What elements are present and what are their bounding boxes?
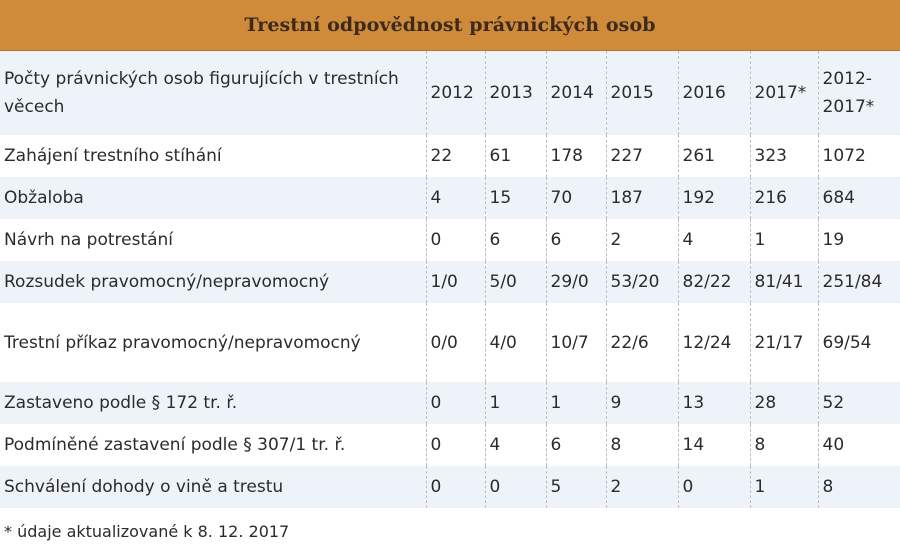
row-value: 251/84 [817, 261, 900, 303]
row-value: 10/7 [545, 303, 606, 382]
header-label: Počty právnických osob figurujících v tr… [0, 51, 426, 135]
table-row: Schválení dohody o vině a trestu 0 0 5 2… [0, 466, 900, 508]
header-year-total: 2012-2017* [817, 51, 900, 135]
row-value: 0 [425, 219, 485, 261]
table-row: Trestní příkaz pravomocný/nepravomocný 0… [0, 303, 900, 382]
row-value: 192 [677, 177, 750, 219]
row-value: 1/0 [425, 261, 485, 303]
row-value: 52 [817, 382, 900, 424]
row-value: 12/24 [677, 303, 750, 382]
row-value: 5 [545, 466, 606, 508]
row-value: 19 [817, 219, 900, 261]
row-value: 178 [545, 135, 606, 177]
row-value: 40 [817, 424, 900, 466]
row-value: 2 [605, 466, 678, 508]
row-value: 0/0 [425, 303, 485, 382]
row-value: 81/41 [749, 261, 818, 303]
row-value: 5/0 [484, 261, 546, 303]
table-header-row: Počty právnických osob figurujících v tr… [0, 51, 900, 135]
row-value: 6 [545, 424, 606, 466]
row-value: 6 [484, 219, 546, 261]
header-year: 2013 [484, 51, 546, 135]
row-value: 69/54 [817, 303, 900, 382]
row-value: 261 [677, 135, 750, 177]
row-value: 13 [677, 382, 750, 424]
header-year: 2014 [545, 51, 606, 135]
row-value: 227 [605, 135, 678, 177]
header-year: 2012 [425, 51, 485, 135]
row-value: 216 [749, 177, 818, 219]
row-value: 323 [749, 135, 818, 177]
table-row: Zahájení trestního stíhání 22 61 178 227… [0, 135, 900, 177]
row-value: 0 [425, 424, 485, 466]
row-value: 1 [749, 466, 818, 508]
row-value: 28 [749, 382, 818, 424]
row-label: Návrh na potrestání [4, 230, 174, 250]
row-value: 29/0 [545, 261, 606, 303]
header-year: 2016 [677, 51, 750, 135]
row-value: 1 [484, 382, 546, 424]
table-row: Obžaloba 4 15 70 187 192 216 684 [0, 177, 900, 219]
row-value: 15 [484, 177, 546, 219]
row-value: 14 [677, 424, 750, 466]
row-value: 684 [817, 177, 900, 219]
data-table: Počty právnických osob figurujících v tr… [0, 51, 900, 508]
row-value: 0 [425, 466, 485, 508]
row-value: 187 [605, 177, 678, 219]
row-value: 2 [605, 219, 678, 261]
table-row: Rozsudek pravomocný/nepravomocný 1/0 5/0… [0, 261, 900, 303]
row-label: Rozsudek pravomocný/nepravomocný [0, 261, 426, 303]
title-bar: Trestní odpovědnost právnických osob [0, 0, 900, 51]
row-value: 0 [425, 382, 485, 424]
table-row: Návrh na potrestání 0 6 6 2 4 1 19 [0, 219, 900, 261]
row-value: 21/17 [749, 303, 818, 382]
footnote: * údaje aktualizované k 8. 12. 2017 [4, 522, 290, 541]
row-label: Zahájení trestního stíhání [4, 146, 222, 166]
row-label: Obžaloba [0, 177, 426, 219]
row-label: Trestní příkaz pravomocný/nepravomocný [4, 332, 361, 353]
row-value: 8 [749, 424, 818, 466]
row-value: 82/22 [677, 261, 750, 303]
row-value: 4 [677, 219, 750, 261]
row-value: 53/20 [605, 261, 678, 303]
row-value: 8 [605, 424, 678, 466]
table-row: Podmíněné zastavení podle § 307/1 tr. ř.… [0, 424, 900, 466]
row-value: 1072 [817, 135, 900, 177]
row-value: 70 [545, 177, 606, 219]
row-label: Podmíněné zastavení podle § 307/1 tr. ř. [4, 435, 346, 455]
header-year: 2017* [749, 51, 818, 135]
table-row: Zastaveno podle § 172 tr. ř. 0 1 1 9 13 … [0, 382, 900, 424]
row-value: 4 [484, 424, 546, 466]
row-value: 0 [677, 466, 750, 508]
row-value: 4 [425, 177, 485, 219]
row-value: 4/0 [484, 303, 546, 382]
row-label: Schválení dohody o vině a trestu [0, 466, 426, 508]
row-value: 0 [484, 466, 546, 508]
row-value: 6 [545, 219, 606, 261]
row-value: 1 [749, 219, 818, 261]
row-value: 22/6 [605, 303, 678, 382]
row-label: Zastaveno podle § 172 tr. ř. [0, 382, 426, 424]
table-title: Trestní odpovědnost právnických osob [244, 14, 656, 36]
row-value: 61 [484, 135, 546, 177]
row-value: 22 [425, 135, 485, 177]
row-value: 9 [605, 382, 678, 424]
row-value: 1 [545, 382, 606, 424]
header-year: 2015 [605, 51, 678, 135]
row-value: 8 [817, 466, 900, 508]
